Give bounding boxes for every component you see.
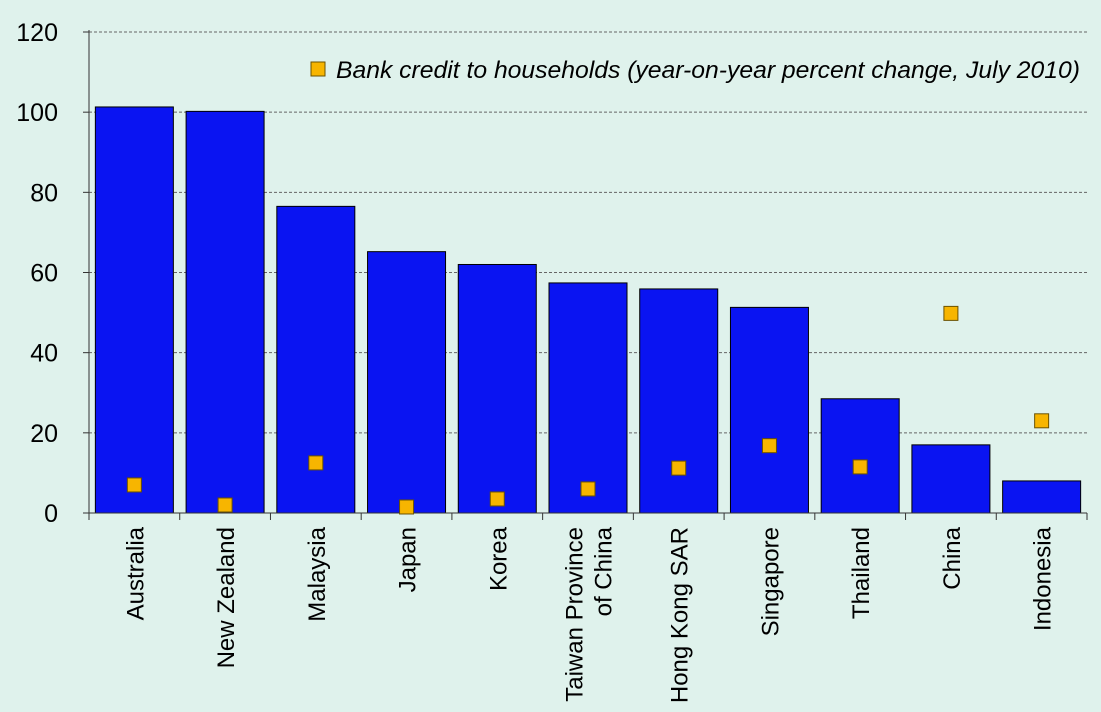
bar: [367, 251, 447, 514]
marker: [852, 459, 868, 475]
y-tick-label: 80: [30, 179, 58, 207]
x-tick-label: Taiwan Province: [562, 527, 589, 702]
y-tick-label: 40: [30, 340, 58, 368]
marker: [1034, 413, 1050, 429]
x-tick-label: of China: [591, 526, 618, 616]
bar: [548, 282, 628, 514]
x-tick-label: Korea: [485, 526, 512, 591]
x-tick-label: Hong Kong SAR: [667, 527, 694, 703]
bar: [457, 263, 537, 514]
x-tick-label: Malaysia: [304, 526, 331, 621]
x-tick-label: Thailand: [848, 527, 875, 619]
legend-swatch: [310, 61, 326, 77]
axes: 0 20 40 60 80 100 120 Australia New Zealand Malay…: [16, 19, 1088, 703]
y-tick-label: 0: [44, 500, 58, 528]
x-tick-label: Japan: [395, 527, 422, 592]
y-tick-label: 100: [16, 99, 58, 127]
marker: [126, 477, 142, 493]
y-tick-label: 20: [30, 420, 58, 448]
marker: [580, 481, 596, 497]
x-tick-label: Singapore: [757, 527, 784, 636]
bar: [911, 444, 991, 514]
bar: [729, 306, 809, 514]
x-tick-label: New Zealand: [213, 527, 240, 668]
legend-label: Bank credit to households (year-on-year …: [336, 57, 1080, 84]
x-tick-label: Australia: [122, 526, 149, 620]
marker: [761, 438, 777, 454]
marker: [308, 455, 324, 471]
marker: [217, 497, 233, 513]
bars: [94, 106, 1082, 514]
y-tick-label: 120: [16, 19, 58, 47]
marker: [399, 499, 415, 515]
bar: [820, 398, 900, 514]
bar: [1002, 480, 1082, 514]
bar: [94, 106, 174, 514]
markers: [126, 305, 1050, 515]
marker: [943, 305, 959, 321]
marker: [671, 460, 687, 476]
y-tick-label: 60: [30, 260, 58, 288]
marker: [489, 491, 505, 507]
bar: [639, 288, 719, 514]
x-tick-label: China: [939, 526, 966, 589]
bar: [185, 110, 265, 514]
x-tick-label: Indonesia: [1030, 526, 1057, 631]
legend: Bank credit to households (year-on-year …: [310, 57, 1080, 84]
